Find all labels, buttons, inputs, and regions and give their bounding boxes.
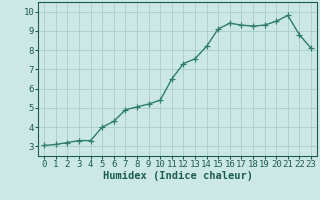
X-axis label: Humidex (Indice chaleur): Humidex (Indice chaleur) (103, 171, 252, 181)
